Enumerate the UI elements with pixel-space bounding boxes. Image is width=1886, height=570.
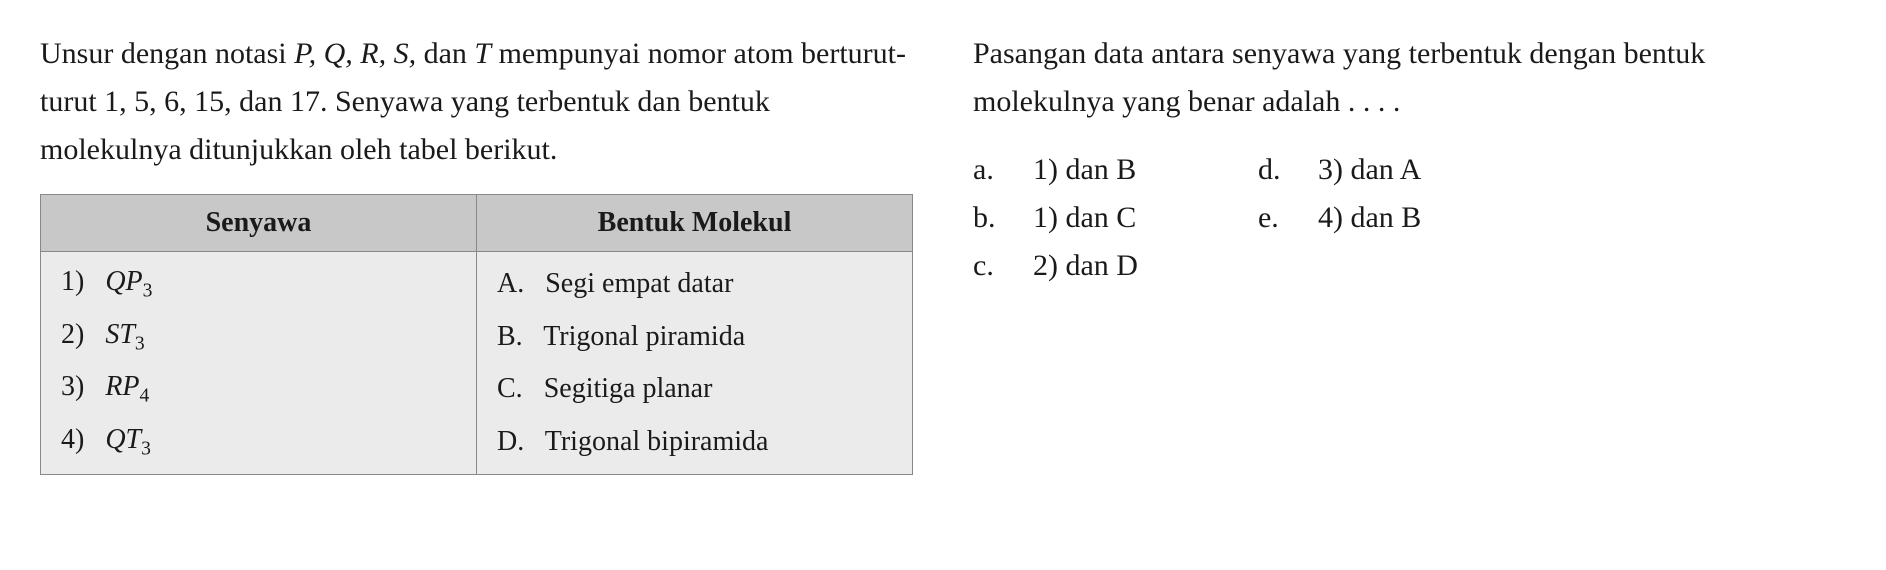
senyawa-cell: 2) ST3 xyxy=(41,311,477,364)
bentuk-cell: A. Segi empat datar xyxy=(477,252,913,311)
compound-table-wrapper: Senyawa Bentuk Molekul 1) QP3 A. Segi em… xyxy=(40,194,913,475)
option-text: 1) dan C xyxy=(1033,194,1136,242)
option-b: b. 1) dan C xyxy=(973,194,1138,242)
shape-name: Segitiga planar xyxy=(544,373,713,404)
question-container: Unsur dengan notasi P, Q, R, S, dan T me… xyxy=(40,30,1846,475)
table-header-senyawa: Senyawa xyxy=(41,195,477,252)
question-vars: P, Q, R, S, xyxy=(294,37,416,70)
left-column: Unsur dengan notasi P, Q, R, S, dan T me… xyxy=(40,30,913,475)
compound-sub: 4 xyxy=(140,386,150,407)
shape-letter: B. xyxy=(497,321,523,352)
question-part2: dan xyxy=(416,37,474,70)
option-text: 3) dan A xyxy=(1318,146,1421,194)
bentuk-cell: D. Trigonal bipiramida xyxy=(477,416,913,475)
option-letter: c. xyxy=(973,242,1013,290)
question-text-right: Pasangan data antara senyawa yang terben… xyxy=(973,30,1846,126)
options-column-left: a. 1) dan B b. 1) dan C c. 2) dan D xyxy=(973,146,1138,290)
question-part1: Unsur dengan notasi xyxy=(40,37,294,70)
option-letter: b. xyxy=(973,194,1013,242)
compound-base: RP xyxy=(105,371,139,402)
question-var-t: T xyxy=(474,37,491,70)
option-a: a. 1) dan B xyxy=(973,146,1138,194)
question-text-left: Unsur dengan notasi P, Q, R, S, dan T me… xyxy=(40,30,913,174)
compound-base: ST xyxy=(105,319,135,350)
table-row: 2) ST3 B. Trigonal piramida xyxy=(41,311,913,364)
shape-letter: D. xyxy=(497,426,524,457)
shape-letter: C. xyxy=(497,373,523,404)
compound-base: QT xyxy=(105,424,141,455)
compound-sub: 3 xyxy=(141,438,151,459)
table-row: 1) QP3 A. Segi empat datar xyxy=(41,252,913,311)
option-c: c. 2) dan D xyxy=(973,242,1138,290)
row-num: 2) xyxy=(61,319,84,350)
row-num: 3) xyxy=(61,371,84,402)
table-header-bentuk: Bentuk Molekul xyxy=(477,195,913,252)
option-d: d. 3) dan A xyxy=(1258,146,1421,194)
senyawa-cell: 1) QP3 xyxy=(41,252,477,311)
compound-base: QP xyxy=(105,266,142,297)
option-letter: e. xyxy=(1258,194,1298,242)
option-e: e. 4) dan B xyxy=(1258,194,1421,242)
options-column-right: d. 3) dan A e. 4) dan B xyxy=(1258,146,1421,290)
option-letter: a. xyxy=(973,146,1013,194)
option-text: 4) dan B xyxy=(1318,194,1421,242)
bentuk-cell: B. Trigonal piramida xyxy=(477,311,913,364)
shape-name: Segi empat datar xyxy=(545,268,733,299)
senyawa-cell: 3) RP4 xyxy=(41,363,477,416)
compound-sub: 3 xyxy=(143,281,153,302)
shape-name: Trigonal bipiramida xyxy=(545,426,769,457)
option-text: 2) dan D xyxy=(1033,242,1138,290)
shape-name: Trigonal piramida xyxy=(543,321,745,352)
shape-letter: A. xyxy=(497,268,524,299)
senyawa-cell: 4) QT3 xyxy=(41,416,477,475)
row-num: 4) xyxy=(61,424,84,455)
bentuk-cell: C. Segitiga planar xyxy=(477,363,913,416)
compound-sub: 3 xyxy=(135,333,145,354)
option-letter: d. xyxy=(1258,146,1298,194)
right-column: Pasangan data antara senyawa yang terben… xyxy=(973,30,1846,475)
compound-table: Senyawa Bentuk Molekul 1) QP3 A. Segi em… xyxy=(40,194,913,475)
option-text: 1) dan B xyxy=(1033,146,1136,194)
table-row: 3) RP4 C. Segitiga planar xyxy=(41,363,913,416)
table-row: 4) QT3 D. Trigonal bipiramida xyxy=(41,416,913,475)
answer-options: a. 1) dan B b. 1) dan C c. 2) dan D d. 3… xyxy=(973,146,1846,290)
row-num: 1) xyxy=(61,266,84,297)
